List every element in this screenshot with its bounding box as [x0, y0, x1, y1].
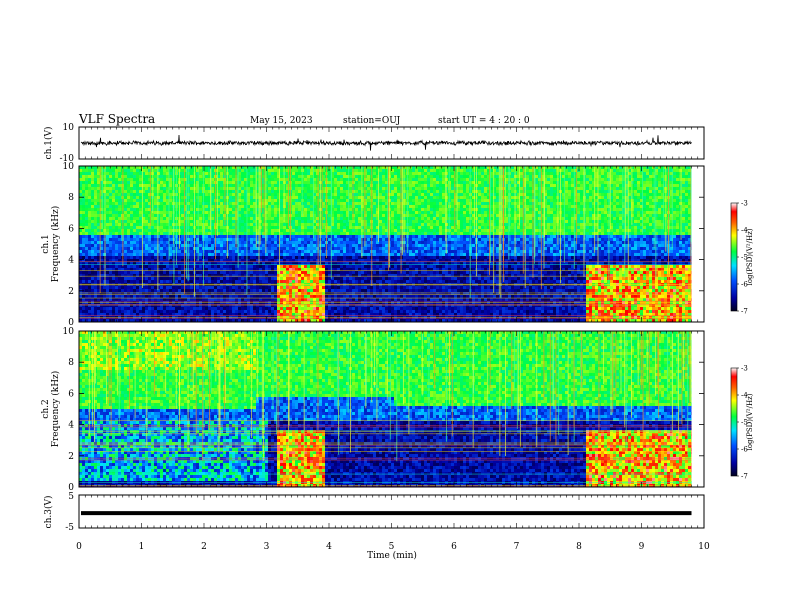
ch1-spectrogram-image — [79, 166, 704, 322]
cb2-ticks-label: -3 — [741, 365, 748, 373]
x-tick-label: 0 — [76, 542, 82, 552]
ch2-spectrogram-image — [79, 331, 704, 487]
x-axis-label: Time (min) — [367, 550, 417, 561]
x-tick-label: 3 — [264, 542, 270, 552]
spec1-ytick: 8 — [68, 193, 74, 203]
spec1-ytick: 4 — [68, 256, 74, 266]
ch1-ylabel: ch.1(V) — [43, 127, 54, 160]
cb1-ticks-label: -7 — [741, 308, 748, 316]
ch2-colorbar-label: log(PSD)(V²/Hz) — [746, 393, 754, 450]
x-tick-label: 6 — [451, 542, 457, 552]
cb2-ticks-label: -7 — [741, 473, 748, 481]
figure-title: VLF Spectra — [78, 112, 155, 126]
ch1-colorbar-label: log(PSD)(V²/Hz) — [746, 228, 754, 285]
start-ut-label: start UT = 4 : 20 : 0 — [438, 116, 530, 126]
x-tick-label: 8 — [576, 542, 582, 552]
spec2-ytick: 8 — [68, 358, 74, 368]
ch2-spec-ylabel-frequency: Frequency (kHz) — [50, 371, 61, 448]
ch1-waveform-panel: 10 -10 ch.1(V) — [43, 123, 704, 164]
date-label: May 15, 2023 — [250, 116, 313, 126]
ch2-spec-ylabel-channel: ch.2 — [41, 399, 51, 418]
ch1-spec-ylabel-channel: ch.1 — [41, 234, 51, 253]
spec2-ytick: 2 — [68, 452, 74, 462]
spec1-ytick: 2 — [68, 287, 74, 297]
spec2-ytick: 6 — [68, 389, 74, 399]
station-label: station=OUJ — [343, 116, 401, 126]
ch3-ytick-bottom: -5 — [65, 523, 74, 533]
cb1-ticks-label: -3 — [741, 200, 748, 208]
x-tick-label: 2 — [201, 542, 207, 552]
spec2-ytick: 10 — [63, 327, 75, 337]
x-tick-label: 7 — [514, 542, 520, 552]
spec1-ytick: 10 — [63, 162, 75, 172]
spec1-ytick: 6 — [68, 224, 74, 234]
ch3-waveform-panel: 5 -5 ch.3(V) — [43, 492, 704, 533]
ch1-colorbar — [731, 203, 737, 311]
x-tick-label: 4 — [326, 542, 332, 552]
spec2-ytick: 4 — [68, 421, 74, 431]
ch1-ytick-top: 10 — [63, 123, 75, 133]
x-tick-label: 9 — [639, 542, 645, 552]
ch3-ytick-top: 5 — [68, 492, 74, 502]
ch1-spec-ylabel-frequency: Frequency (kHz) — [50, 206, 61, 283]
x-tick-label: 1 — [139, 542, 145, 552]
x-tick-label: 10 — [698, 542, 710, 552]
ch3-ylabel: ch.3(V) — [43, 496, 54, 529]
ch2-colorbar — [731, 368, 737, 476]
